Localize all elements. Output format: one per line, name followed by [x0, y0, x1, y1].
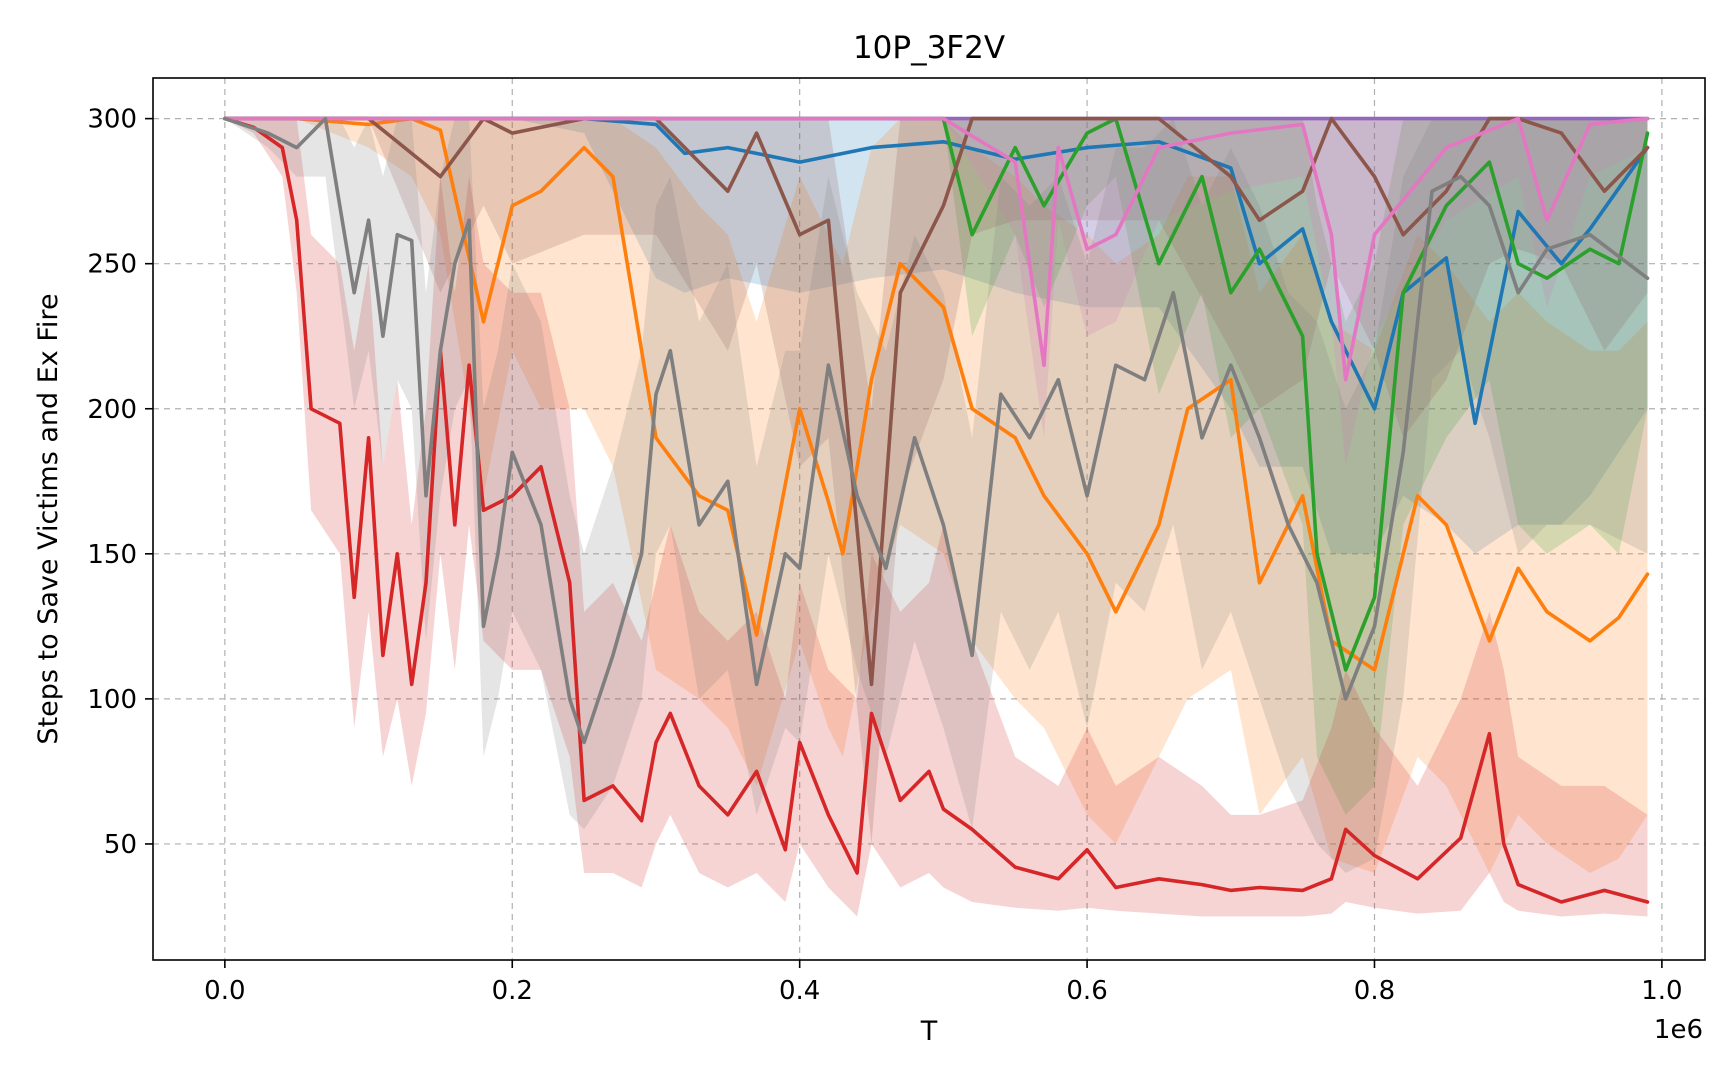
x-tick-label-4: 0.8 — [1354, 976, 1395, 1006]
std-band-7 — [224, 118, 1648, 874]
std-band-0 — [224, 118, 1648, 554]
x-axis-label: T — [920, 1016, 938, 1047]
std-band-1 — [224, 118, 1648, 874]
std-bands — [224, 118, 1648, 917]
plot-frame — [152, 77, 1706, 961]
y-tick-label-1: 100 — [87, 685, 137, 715]
chart-title: 10P_3F2V — [853, 30, 1005, 66]
plot-area — [153, 78, 1705, 960]
x-tick-label-0: 0.0 — [204, 976, 245, 1006]
x-tick-label-1: 0.2 — [492, 976, 533, 1006]
y-tick-label-0: 50 — [104, 830, 137, 860]
series-lines — [223, 116, 1650, 904]
x-axis: 0.0 0.2 0.4 0.6 0.8 1.0 — [204, 960, 1683, 1006]
y-tick-label-3: 200 — [87, 395, 137, 425]
x-tick-label-2: 0.4 — [779, 976, 820, 1006]
std-band-2 — [224, 118, 1648, 815]
x-tick-label-3: 0.6 — [1066, 976, 1107, 1006]
std-band-3 — [224, 118, 1648, 917]
series-line-7 — [223, 116, 1650, 745]
x-axis-offset-text: 1e6 — [1654, 1015, 1703, 1045]
y-tick-label-5: 300 — [87, 105, 137, 135]
series-line-6 — [223, 116, 1650, 382]
y-tick-label-4: 250 — [87, 250, 137, 280]
y-axis: 50 100 150 200 250 300 — [87, 105, 153, 860]
std-band-5 — [224, 118, 1648, 844]
y-axis-label: Steps to Save Victims and Ex Fire — [33, 293, 64, 744]
x-tick-label-5: 1.0 — [1641, 976, 1682, 1006]
series-line-1 — [223, 116, 1650, 672]
series-line-3 — [223, 116, 1650, 904]
y-tick-label-2: 150 — [87, 540, 137, 570]
